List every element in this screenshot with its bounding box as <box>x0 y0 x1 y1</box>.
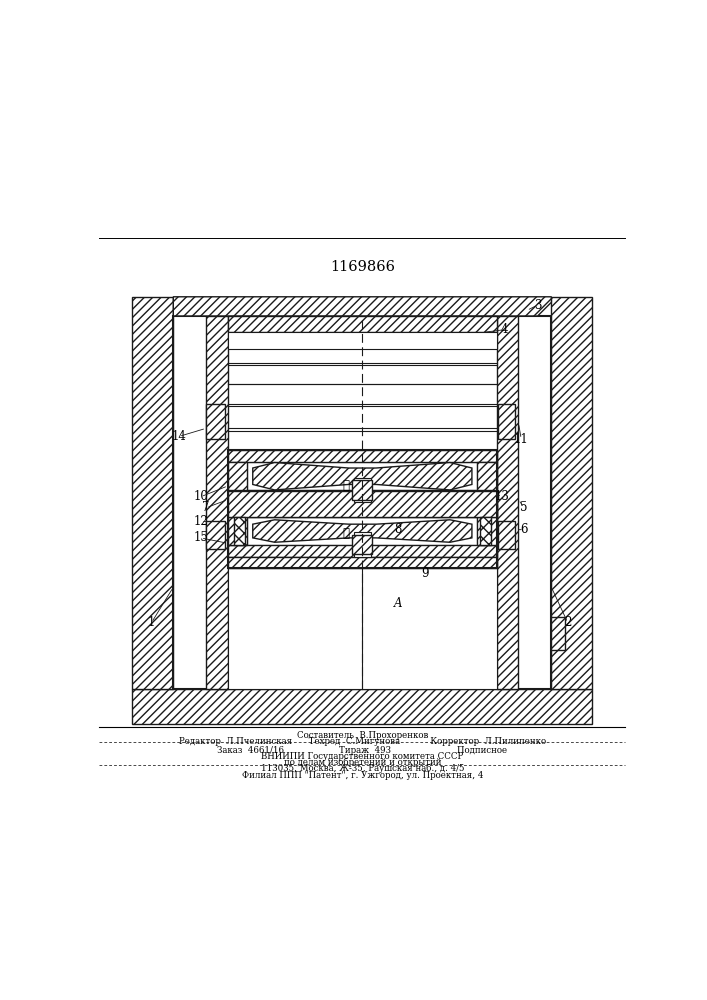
Bar <box>228 316 496 332</box>
Bar <box>233 517 245 545</box>
Bar <box>477 517 496 545</box>
Bar <box>228 517 247 545</box>
Polygon shape <box>173 297 551 316</box>
Text: 15: 15 <box>193 531 208 544</box>
Bar <box>496 316 518 689</box>
Text: 13: 13 <box>495 490 510 503</box>
Text: 4: 4 <box>501 323 508 336</box>
Text: Заказ  4661/16                    Тираж  493                        Подписное: Заказ 4661/16 Тираж 493 Подписное <box>217 746 508 755</box>
Text: 7: 7 <box>202 501 210 514</box>
Polygon shape <box>253 463 472 490</box>
Text: 2: 2 <box>564 616 571 629</box>
Text: 䄜: 䄜 <box>342 479 349 492</box>
Text: 8: 8 <box>395 523 402 536</box>
Bar <box>132 297 173 689</box>
Text: Редактор  Л.Пчелинская      Техред  С.Мигунова           Корректор  Л.Пилипенко: Редактор Л.Пчелинская Техред С.Мигунова … <box>179 737 546 746</box>
Bar <box>228 505 496 517</box>
Bar <box>228 490 496 502</box>
Bar <box>228 491 496 517</box>
Bar <box>354 478 370 502</box>
Polygon shape <box>253 520 472 542</box>
Bar <box>480 517 491 545</box>
Bar <box>132 689 592 724</box>
Bar <box>228 491 496 517</box>
Bar <box>228 316 496 332</box>
Bar <box>496 316 518 689</box>
Bar <box>228 505 496 517</box>
Text: 9: 9 <box>421 567 429 580</box>
Bar <box>228 332 496 349</box>
Text: 1169866: 1169866 <box>330 260 395 274</box>
Bar <box>132 689 592 724</box>
Bar <box>353 535 372 554</box>
Bar <box>353 480 372 500</box>
Text: 14: 14 <box>171 430 186 443</box>
Bar <box>228 545 496 557</box>
Bar <box>477 462 496 490</box>
Bar <box>206 404 226 439</box>
Bar <box>132 297 173 689</box>
Text: 5: 5 <box>520 501 527 514</box>
Bar <box>228 557 496 568</box>
Bar <box>206 521 226 549</box>
Bar <box>551 297 592 689</box>
Bar <box>477 462 496 490</box>
Bar <box>228 568 496 689</box>
Bar <box>498 404 515 439</box>
Bar <box>247 517 477 545</box>
Bar <box>228 462 247 490</box>
Bar <box>173 316 551 689</box>
Bar <box>228 316 496 689</box>
Bar <box>480 517 491 545</box>
Text: 6: 6 <box>520 523 527 536</box>
Bar <box>353 535 372 554</box>
Bar <box>477 517 496 545</box>
Text: Составитель  В.Прохоренков: Составитель В.Прохоренков <box>297 731 428 740</box>
Text: 10: 10 <box>193 490 208 503</box>
Bar <box>498 404 515 439</box>
Text: 11: 11 <box>514 433 529 446</box>
Bar <box>498 521 515 549</box>
Bar <box>206 404 226 439</box>
Bar <box>228 450 496 462</box>
Bar <box>228 490 496 502</box>
Text: 1: 1 <box>148 616 155 629</box>
Bar <box>228 545 496 557</box>
Text: по делам изобретений и открытий: по делам изобретений и открытий <box>284 758 441 767</box>
Bar <box>228 517 247 545</box>
Text: Филиал ППП "Патент", г. Ужгород, ул. Проектная, 4: Филиал ППП "Патент", г. Ужгород, ул. Про… <box>242 771 483 780</box>
Bar <box>228 462 247 490</box>
Bar <box>353 480 372 500</box>
Bar <box>228 450 496 568</box>
Text: 3: 3 <box>534 299 542 312</box>
Bar <box>233 517 245 545</box>
Bar <box>498 521 515 549</box>
Bar <box>228 450 496 462</box>
Bar <box>551 617 565 650</box>
Bar <box>206 316 228 689</box>
Text: 䄜: 䄜 <box>342 527 349 540</box>
Bar <box>354 532 370 557</box>
Text: ВНИИПИ Государственного комитета СССР: ВНИИПИ Государственного комитета СССР <box>261 752 464 761</box>
Bar <box>206 521 226 549</box>
Bar <box>206 316 228 689</box>
Bar <box>247 462 477 490</box>
Bar <box>551 617 565 650</box>
Bar <box>228 557 496 568</box>
Bar <box>551 297 592 689</box>
Text: 12: 12 <box>193 515 208 528</box>
Text: 113035, Москва, Ж-35, Раушская наб., д. 4/5: 113035, Москва, Ж-35, Раушская наб., д. … <box>261 763 464 773</box>
Text: A: A <box>394 597 402 610</box>
